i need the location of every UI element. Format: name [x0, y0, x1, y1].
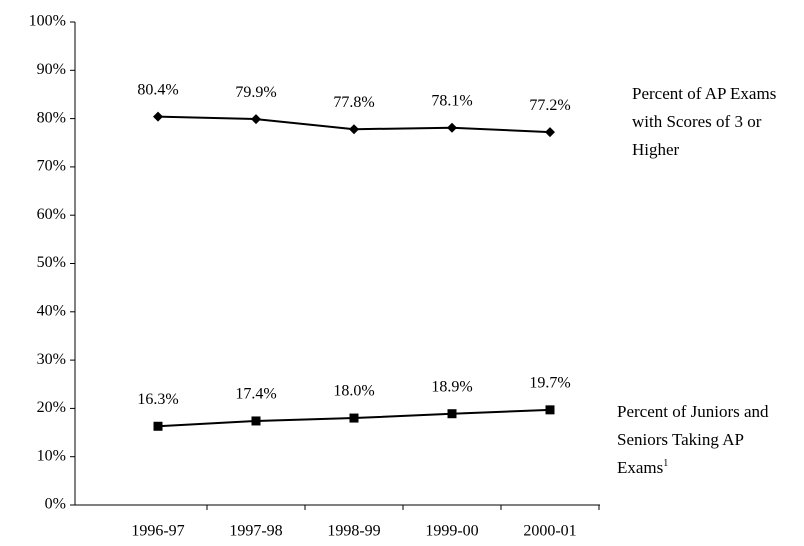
x-tick-label: 1997-98 — [229, 523, 282, 540]
y-tick-label: 20% — [37, 399, 66, 416]
y-tick-label: 40% — [37, 302, 66, 319]
y-tick-label: 60% — [37, 206, 66, 223]
data-label: 80.4% — [137, 81, 178, 98]
marker — [251, 416, 261, 426]
marker — [349, 124, 359, 135]
data-label: 18.0% — [333, 383, 374, 400]
y-tick-label: 0% — [45, 496, 66, 513]
marker — [447, 122, 457, 133]
data-label: 16.3% — [137, 391, 178, 408]
y-tick-label: 80% — [37, 109, 66, 126]
x-tick-label: 2000-01 — [523, 523, 576, 540]
x-tick-label: 1998-99 — [327, 523, 380, 540]
data-label: 77.8% — [333, 94, 374, 111]
data-label: 77.2% — [529, 97, 570, 114]
x-tick-label: 1996-97 — [131, 523, 184, 540]
y-tick-label: 50% — [37, 254, 66, 271]
y-tick-label: 90% — [37, 61, 66, 78]
data-label: 79.9% — [235, 84, 276, 101]
data-label: 19.7% — [529, 375, 570, 392]
marker — [545, 127, 555, 138]
data-label: 78.1% — [431, 92, 472, 109]
series-name: Percent of Juniors and Seniors Taking AP… — [617, 402, 769, 477]
series-name: Percent of AP Exams with Scores of 3 or … — [632, 84, 777, 159]
marker — [349, 413, 359, 423]
y-tick-label: 70% — [37, 158, 66, 175]
data-label: 17.4% — [235, 386, 276, 403]
marker — [251, 114, 261, 125]
x-tick-label: 1999-00 — [425, 523, 478, 540]
footnote-marker: 1 — [663, 458, 669, 469]
data-label: 18.9% — [431, 378, 472, 395]
series-label: Percent of Juniors and Seniors Taking AP… — [617, 398, 787, 482]
y-tick-label: 100% — [29, 13, 66, 30]
series-label: Percent of AP Exams with Scores of 3 or … — [632, 80, 804, 164]
marker — [545, 405, 555, 415]
marker — [153, 111, 163, 122]
marker — [153, 421, 163, 431]
marker — [447, 409, 457, 419]
y-tick-label: 30% — [37, 351, 66, 368]
y-tick-label: 10% — [37, 447, 66, 464]
